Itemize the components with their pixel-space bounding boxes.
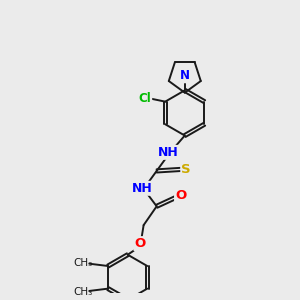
Text: CH₃: CH₃: [73, 257, 92, 268]
Text: O: O: [175, 189, 186, 203]
Text: CH₃: CH₃: [73, 287, 92, 297]
Text: S: S: [182, 163, 191, 176]
Text: NH: NH: [158, 146, 178, 159]
Text: NH: NH: [132, 182, 152, 195]
Text: O: O: [134, 237, 146, 250]
Text: Cl: Cl: [139, 92, 151, 105]
Text: N: N: [180, 69, 190, 82]
